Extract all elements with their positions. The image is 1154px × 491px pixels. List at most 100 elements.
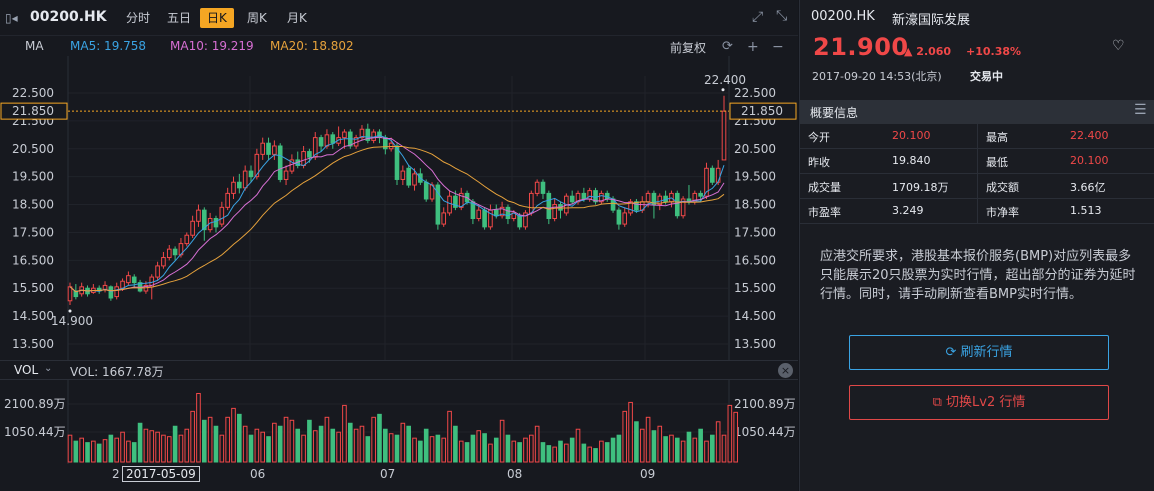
candle <box>424 182 428 199</box>
tab-daily-k[interactable]: 日K <box>200 8 234 28</box>
stat-label: 最高 <box>986 129 1008 145</box>
volume-bar <box>448 411 452 462</box>
tab-weekly-k[interactable]: 周K <box>240 8 274 28</box>
volume-bar <box>331 429 335 462</box>
quote-panel: 00200.HK 新濠国际发展 21.900 ▲ 2.060 +10.38% ♡… <box>799 0 1154 491</box>
volume-bar <box>92 441 96 462</box>
price-tick: 22.500 <box>734 86 776 100</box>
volume-indicator-label[interactable]: VOL <box>14 363 38 377</box>
quote-symbol: 00200.HK <box>811 9 875 24</box>
table-row: 成交量 1709.18万 成交额 3.66亿 <box>800 174 1154 199</box>
refresh-quote-button[interactable]: ⟳ 刷新行情 <box>849 335 1109 370</box>
volume-bar <box>734 412 738 462</box>
candle <box>407 168 411 185</box>
menu-icon[interactable]: ☰ <box>1134 102 1147 118</box>
volume-bar <box>459 441 463 462</box>
volume-bar <box>255 429 259 462</box>
volume-bar <box>378 414 382 462</box>
volume-bar <box>103 440 107 462</box>
expand-icon[interactable]: ⤢ <box>752 9 763 25</box>
candle <box>167 249 171 257</box>
cursor-price-label: 21.850 <box>741 104 783 118</box>
date-cursor-label: 2017-05-09 <box>122 466 200 482</box>
switch-lv2-button[interactable]: ⧉ 切换Lv2 行情 <box>849 385 1109 420</box>
candle <box>401 171 405 179</box>
chevron-down-icon[interactable]: ⌄ <box>44 363 52 374</box>
volume-bar <box>646 417 650 462</box>
candle <box>529 193 533 213</box>
ma-label[interactable]: MA <box>25 39 44 53</box>
up-arrow-icon: ▲ <box>904 45 916 58</box>
price-tick: 18.500 <box>734 198 776 212</box>
price-tick: 13.500 <box>12 337 54 351</box>
bmp-notice: 应港交所要求，港股基本报价服务(BMP)对应列表最多只能展示20只股票为实时行情… <box>820 247 1140 304</box>
candle <box>284 171 288 179</box>
refresh-icon[interactable]: ⟳ <box>722 39 733 54</box>
adjust-selector[interactable]: 前复权 <box>670 39 706 56</box>
candle <box>506 207 510 218</box>
volume-bar <box>518 443 522 462</box>
table-row: 今开 20.100 最高 22.400 <box>800 124 1154 149</box>
candle <box>156 266 160 277</box>
volume-bar <box>471 435 475 462</box>
volume-bar <box>430 437 434 462</box>
date-tick: 2 <box>112 467 120 481</box>
volume-bar <box>506 435 510 462</box>
switch-icon: ⧉ <box>933 395 946 410</box>
tab-intraday[interactable]: 分时 <box>119 8 157 28</box>
candle <box>214 219 218 227</box>
volume-bar <box>629 402 633 462</box>
volume-bar <box>413 438 417 462</box>
candle <box>675 193 679 215</box>
price-tick: 20.500 <box>734 142 776 156</box>
volume-bar <box>308 420 312 462</box>
candle <box>413 174 417 185</box>
zoom-in-icon[interactable]: + <box>747 39 759 55</box>
volume-bar <box>156 432 160 462</box>
candle <box>162 258 166 266</box>
candle <box>483 210 487 227</box>
date-axis: 2 2017-05-09 06 07 08 09 <box>0 464 798 491</box>
volume-header: VOL ⌄ VOL: 1667.78万 × <box>0 360 798 380</box>
close-panel-icon[interactable]: ⤡ <box>776 8 787 24</box>
close-icon[interactable]: × <box>778 363 793 378</box>
volume-bar <box>664 437 668 462</box>
volume-bar <box>208 417 212 462</box>
volume-bar <box>529 435 533 462</box>
stat-value: 20.100 <box>1070 154 1109 167</box>
trading-status: 交易中 <box>970 68 1003 84</box>
stat-label: 成交额 <box>986 179 1019 195</box>
volume-bar <box>115 438 119 462</box>
volume-bar <box>185 429 189 462</box>
volume-bar <box>214 426 218 462</box>
switch-lv2-label: 切换Lv2 行情 <box>946 395 1025 410</box>
candlestick-chart[interactable]: 22.50021.50020.50019.50018.50017.50016.5… <box>0 56 798 360</box>
candle <box>494 210 498 216</box>
candle <box>238 182 242 188</box>
volume-bar <box>594 449 598 462</box>
volume-chart[interactable]: 2100.89万 2100.89万 1050.44万 1050.44万 <box>0 380 798 464</box>
tab-five-day[interactable]: 五日 <box>160 8 198 28</box>
candle <box>273 146 277 154</box>
volume-bar <box>232 408 236 462</box>
favorite-heart-icon[interactable]: ♡ <box>1112 38 1125 54</box>
zoom-out-icon[interactable]: − <box>772 39 784 55</box>
volume-bar <box>477 431 481 462</box>
price-tick: 14.500 <box>734 309 776 323</box>
refresh-icon: ⟳ <box>945 345 960 360</box>
tab-monthly-k[interactable]: 月K <box>280 8 314 28</box>
volume-bar <box>588 447 592 462</box>
volume-bar <box>150 431 154 462</box>
candle <box>121 281 125 288</box>
price-tick: 14.500 <box>12 309 54 323</box>
candle <box>261 143 265 154</box>
candle <box>173 249 177 255</box>
candle <box>302 152 306 166</box>
volume-bar <box>559 441 563 462</box>
stat-value: 1.513 <box>1070 204 1102 217</box>
price-tick: 16.500 <box>734 253 776 267</box>
volume-bar <box>220 435 224 462</box>
candle <box>325 135 329 146</box>
volume-bar <box>565 444 569 462</box>
collapse-sidebar-icon[interactable]: ▯◂ <box>5 10 21 26</box>
